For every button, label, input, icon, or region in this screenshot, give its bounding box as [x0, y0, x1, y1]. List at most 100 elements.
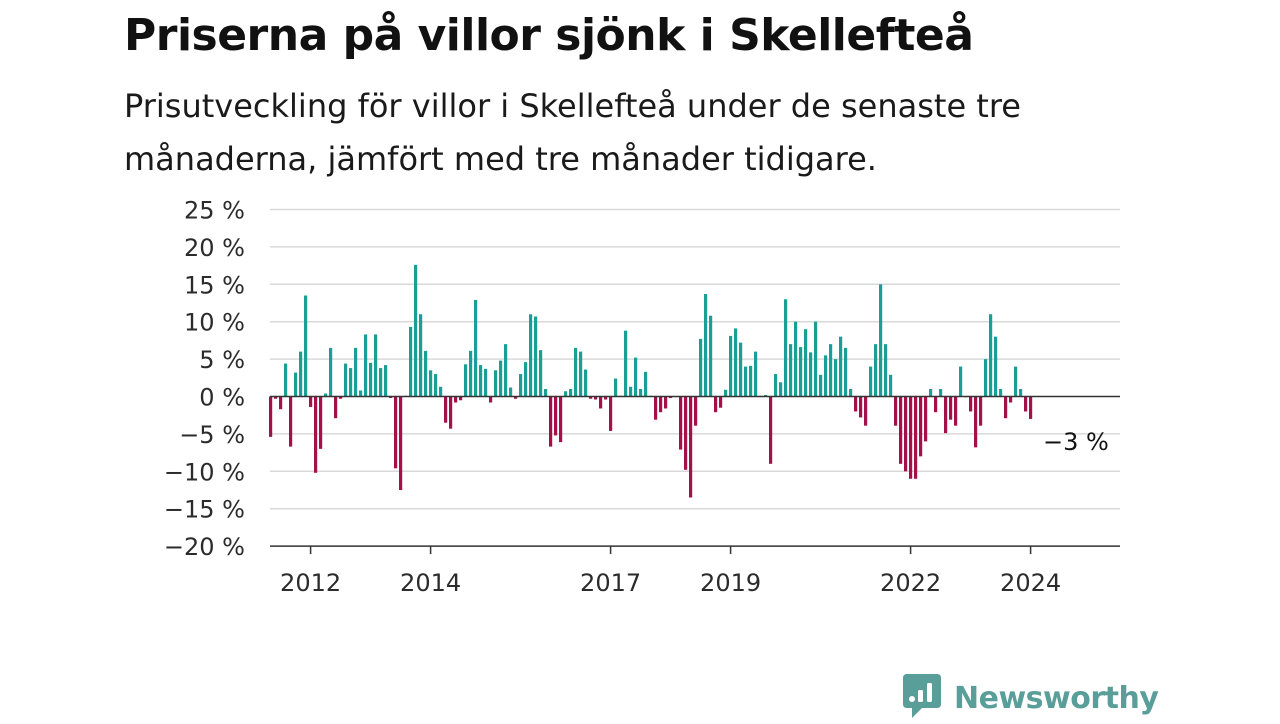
y-tick-label: 0 % [199, 384, 245, 412]
bar [944, 396, 948, 434]
bar [679, 396, 683, 450]
bar [684, 396, 688, 470]
bar [719, 396, 723, 408]
bar [569, 389, 573, 397]
bar [814, 321, 818, 397]
x-tick-label: 2019 [700, 569, 761, 597]
bar [879, 284, 883, 397]
newsworthy-brand: Newsworthy [902, 672, 1159, 724]
bar [729, 335, 733, 397]
x-tick-label: 2017 [580, 569, 641, 597]
bar [864, 396, 868, 426]
bar [699, 338, 703, 397]
bar [924, 396, 928, 442]
bar [504, 344, 508, 397]
bar [549, 396, 553, 447]
bar [274, 396, 278, 399]
bar [939, 389, 943, 397]
bar [284, 363, 288, 397]
bar [829, 344, 833, 397]
bar [1004, 396, 1008, 419]
bar [344, 363, 348, 397]
bar [899, 396, 903, 464]
bar [784, 299, 788, 397]
bar [494, 370, 498, 397]
bars [269, 264, 1033, 498]
bar [1009, 396, 1013, 403]
x-tick-label: 2014 [400, 569, 461, 597]
bar [824, 355, 828, 397]
page-subtitle: Prisutveckling för villor i Skellefteå u… [124, 87, 1021, 178]
bar [589, 396, 593, 399]
bar [529, 314, 533, 397]
bar [934, 396, 938, 413]
bar [439, 386, 443, 397]
bar [839, 336, 843, 397]
bar [659, 396, 663, 413]
bar [364, 334, 368, 397]
bar [414, 264, 418, 397]
bar [909, 396, 913, 479]
bar [509, 387, 513, 397]
bar [779, 382, 783, 397]
bar [339, 396, 343, 399]
bar [484, 368, 488, 397]
bar [664, 396, 668, 409]
bar [279, 396, 283, 410]
bar [654, 396, 658, 420]
bar [1019, 389, 1023, 397]
bar [564, 391, 568, 397]
bar [459, 396, 463, 401]
bar [914, 396, 918, 479]
y-tick-label: −10 % [164, 458, 245, 486]
bar [994, 336, 998, 397]
bar [354, 347, 358, 397]
bar [594, 396, 598, 400]
bar [694, 396, 698, 426]
bar [489, 396, 493, 403]
bar [629, 386, 633, 397]
x-tick-label: 2022 [880, 569, 941, 597]
bar [614, 378, 618, 397]
bar [819, 374, 823, 397]
y-tick-label: −20 % [164, 533, 245, 561]
page-title: Priserna på villor sjönk i Skellefteå [124, 10, 974, 61]
bar [1014, 366, 1018, 397]
bar [639, 389, 643, 397]
y-tick-label: −15 % [164, 496, 245, 524]
bar [369, 362, 373, 397]
y-tick-label: −5 % [179, 421, 245, 449]
bar [744, 366, 748, 397]
bar [834, 359, 838, 397]
bar [789, 344, 793, 397]
bar [849, 389, 853, 397]
bar [449, 396, 453, 429]
bar [574, 347, 578, 397]
y-tick-label: 5 % [199, 346, 245, 374]
bar [409, 326, 413, 397]
bar [379, 368, 383, 397]
bar [329, 347, 333, 397]
bar [464, 364, 468, 397]
bar [419, 314, 423, 397]
bar [294, 372, 298, 397]
bar [434, 374, 438, 397]
bar [644, 371, 648, 397]
bar [714, 396, 718, 413]
bar [444, 396, 448, 423]
bar [374, 334, 378, 397]
bar [999, 389, 1003, 397]
bar [984, 359, 988, 397]
bar [554, 396, 558, 436]
bar [479, 365, 483, 397]
bar [704, 294, 708, 397]
bar [969, 396, 973, 412]
bar [689, 396, 693, 498]
bar [309, 396, 313, 407]
x-tick-label: 2012 [280, 569, 341, 597]
bar [954, 396, 958, 426]
bar [399, 396, 403, 490]
bar [314, 396, 318, 473]
bar [319, 396, 323, 449]
bar [979, 396, 983, 426]
